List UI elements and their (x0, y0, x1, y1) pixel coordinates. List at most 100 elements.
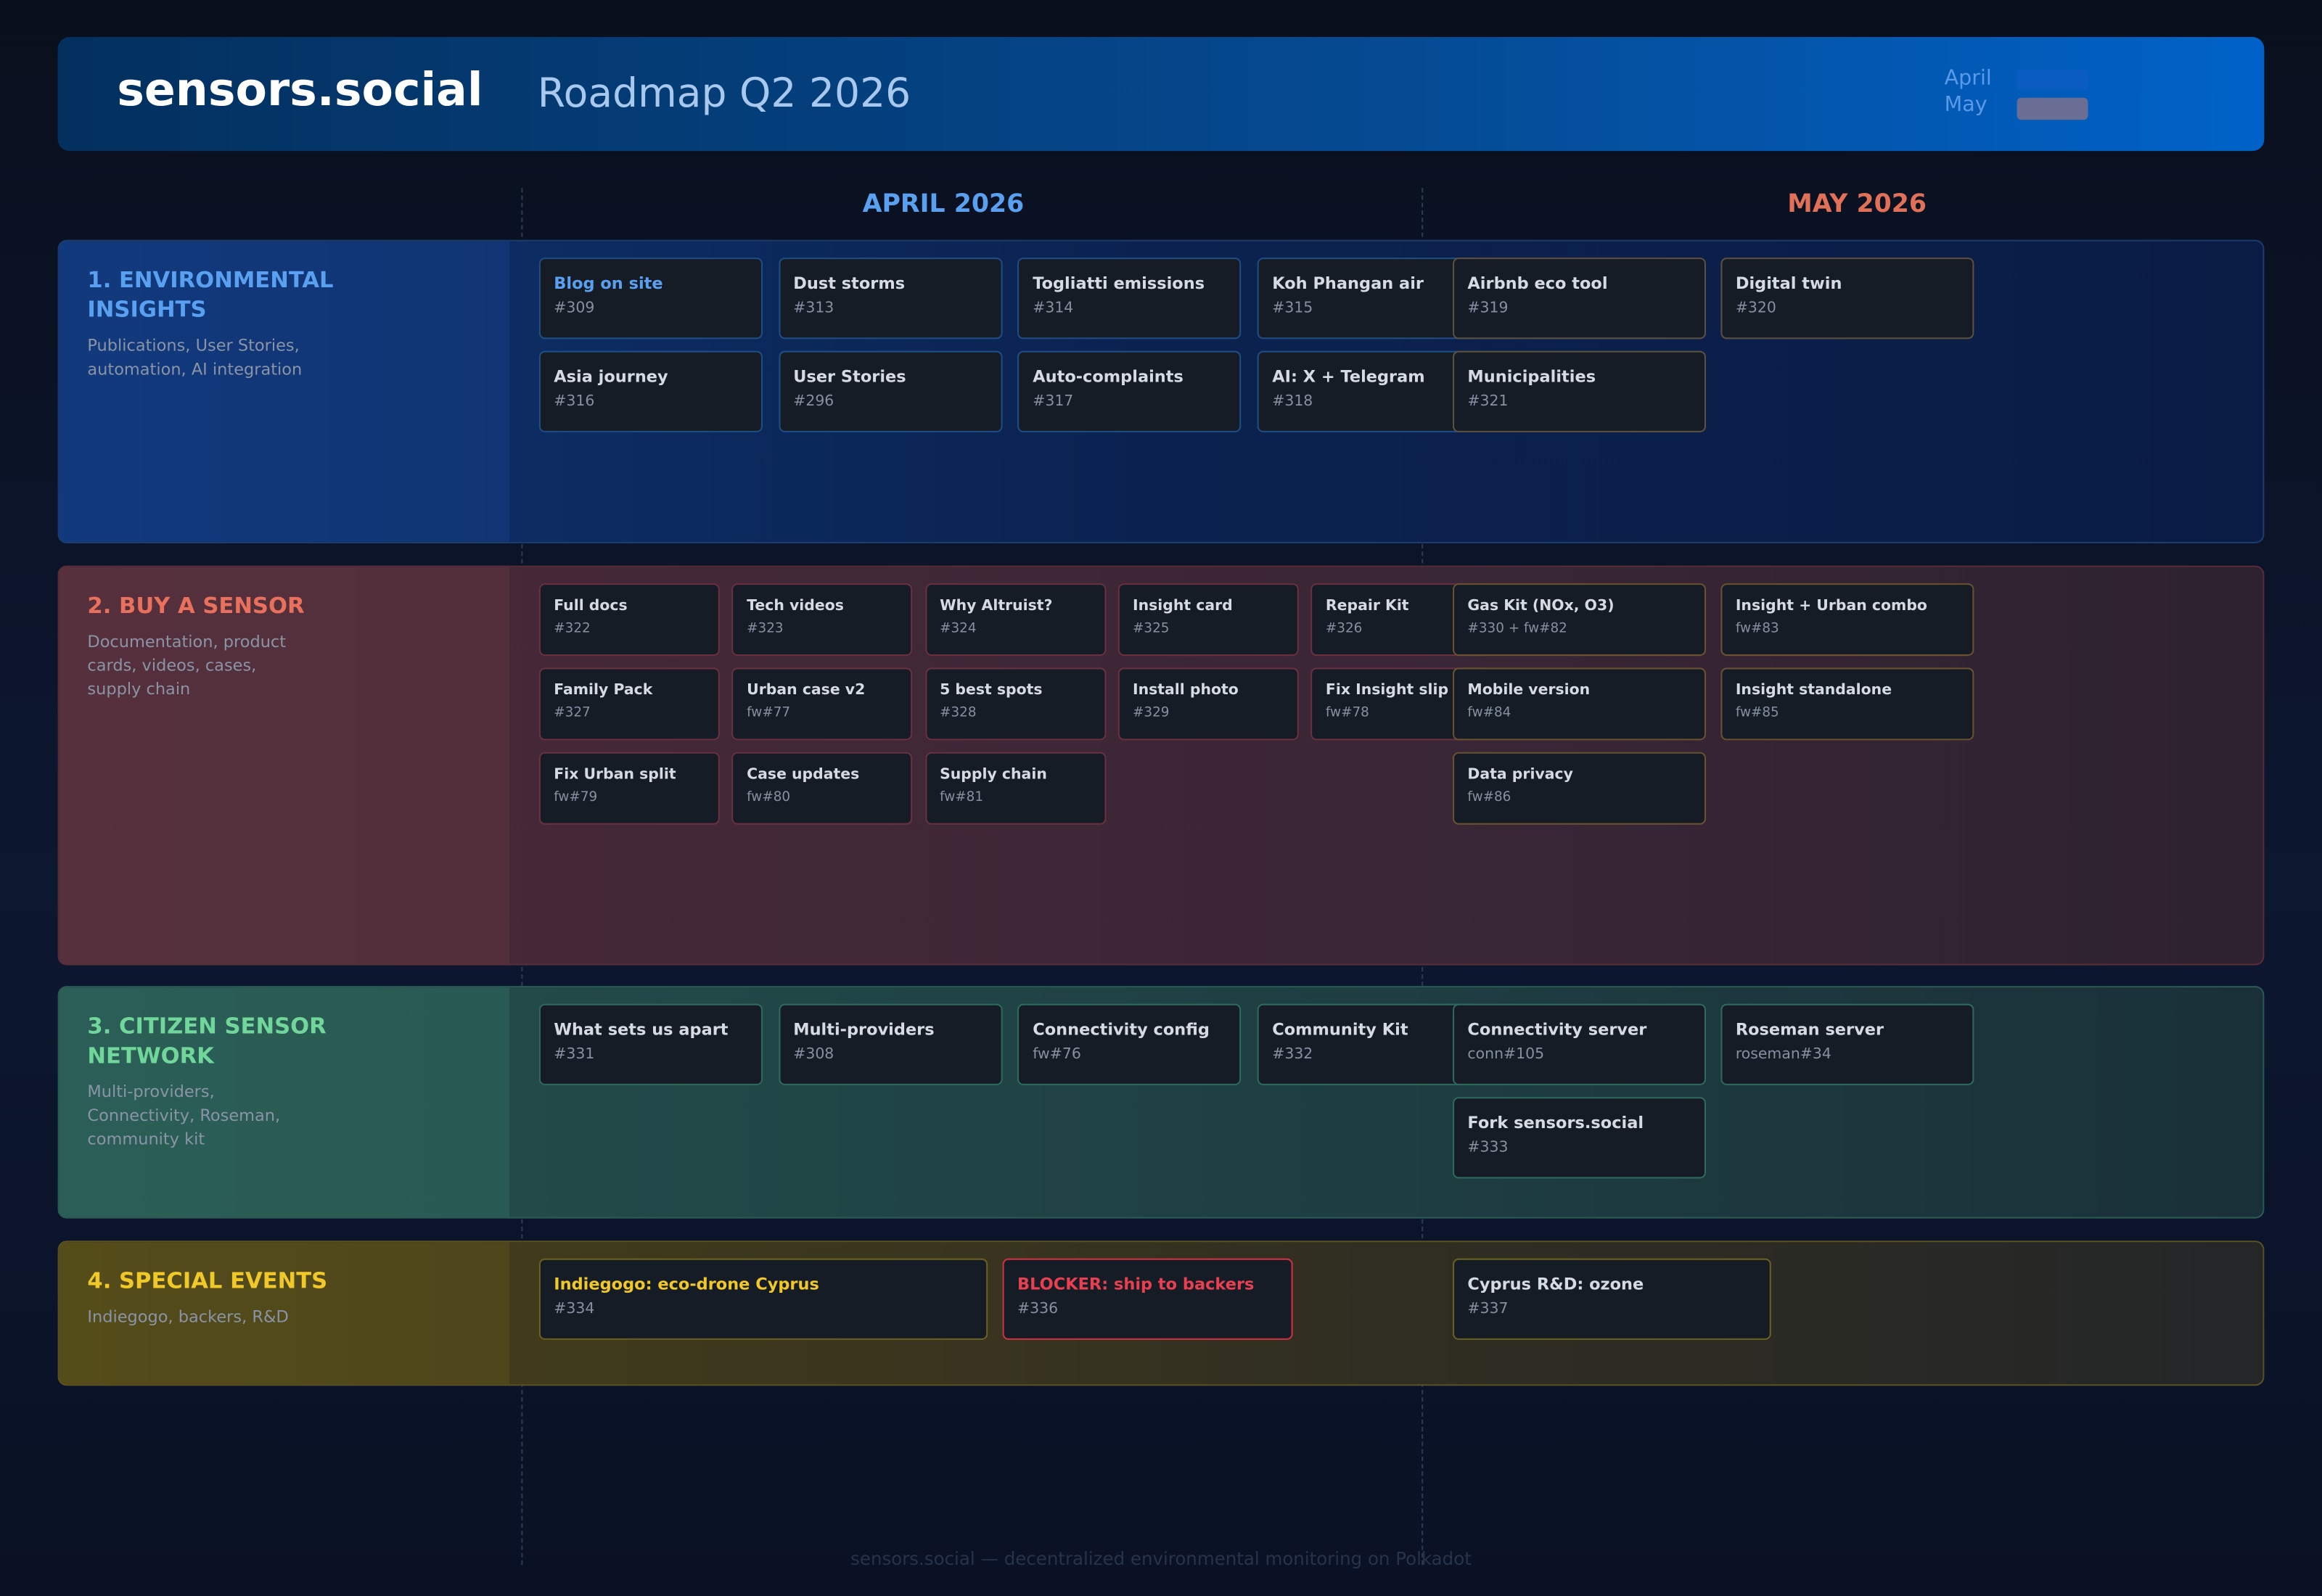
card-id: fw#86 (1467, 790, 1511, 806)
card-title: Asia journey (554, 367, 668, 387)
task-card[interactable]: Roseman server roseman#34 (1720, 1003, 1974, 1085)
task-card[interactable]: Case updates fw#80 (731, 752, 913, 825)
card-id: conn#105 (1467, 1046, 1545, 1064)
task-card[interactable]: Gas Kit (NOx, O3) #330 + fw#82 (1453, 583, 1707, 657)
lane-description: Indiegogo, backers, R&D (87, 1307, 289, 1327)
task-card[interactable]: Fix Urban split fw#79 (538, 752, 720, 825)
task-card[interactable]: Multi-providers #308 (778, 1003, 1002, 1085)
card-id: fw#84 (1467, 706, 1511, 721)
card-id: #313 (793, 300, 834, 317)
task-card[interactable]: Tech videos #323 (731, 583, 913, 657)
task-card[interactable]: Why Altruist? #324 (924, 583, 1106, 657)
task-card[interactable]: Connectivity config fw#76 (1017, 1003, 1242, 1085)
card-id: #325 (1132, 622, 1170, 637)
lane-title: 4. SPECIAL EVENTS (87, 1267, 328, 1294)
task-card[interactable]: What sets us apart #331 (538, 1003, 763, 1085)
task-card[interactable]: Family Pack #327 (538, 667, 720, 741)
card-title: Case updates (747, 767, 860, 783)
card-title: Multi-providers (793, 1020, 935, 1040)
task-card[interactable]: Install photo #329 (1117, 667, 1299, 741)
brand: sensors.social (117, 63, 483, 118)
swimlane: 4. SPECIAL EVENTS Indiegogo, backers, R&D… (57, 1241, 2265, 1386)
task-card[interactable]: Togliatti emissions #314 (1017, 258, 1242, 340)
card-title: Full docs (554, 598, 628, 614)
card-id: #316 (554, 393, 595, 411)
task-card[interactable]: BLOCKER: ship to backers #336 (1002, 1258, 1293, 1340)
card-title: Connectivity server (1467, 1020, 1647, 1040)
card-id: #318 (1272, 393, 1313, 411)
card-title: Cyprus R&D: ozone (1467, 1275, 1644, 1294)
card-id: roseman#34 (1735, 1046, 1831, 1064)
task-card[interactable]: Community Kit #332 (1257, 1003, 1481, 1085)
swimlane: 3. CITIZEN SENSOR NETWORK Multi-providers… (57, 986, 2265, 1219)
task-card[interactable]: Data privacy fw#86 (1453, 752, 1707, 825)
card-id: #330 + fw#82 (1467, 622, 1567, 637)
legend-label: April (1944, 66, 1992, 91)
card-title: Data privacy (1467, 767, 1573, 783)
task-card[interactable]: Full docs #322 (538, 583, 720, 657)
task-card[interactable]: Connectivity server conn#105 (1453, 1003, 1707, 1085)
card-id: #309 (554, 300, 595, 317)
card-id: fw#78 (1325, 706, 1369, 721)
card-id: #337 (1467, 1301, 1509, 1318)
lane-description: Publications, User Stories, automation, … (87, 336, 303, 379)
task-card[interactable]: Cyprus R&D: ozone #337 (1453, 1258, 1771, 1340)
card-id: #323 (747, 622, 784, 637)
card-title: Municipalities (1467, 367, 1596, 387)
task-card[interactable]: Insight standalone fw#85 (1720, 667, 1974, 741)
task-card[interactable]: Blog on site #309 (538, 258, 763, 340)
card-title: Insight standalone (1735, 682, 1892, 699)
legend-swatch (2017, 69, 2088, 91)
month-label: MAY 2026 (1787, 189, 1927, 220)
lane-description: Multi-providers, Connectivity, Roseman, … (87, 1082, 281, 1149)
task-card[interactable]: Dust storms #313 (778, 258, 1002, 340)
card-title: Fix Urban split (554, 767, 676, 783)
card-title: Dust storms (793, 273, 906, 294)
task-card[interactable]: Digital twin #320 (1720, 258, 1974, 340)
task-card[interactable]: User Stories #296 (778, 350, 1002, 432)
task-card[interactable]: Urban case v2 fw#77 (731, 667, 913, 741)
lane-title: 1. ENVIRONMENTAL INSIGHTS (87, 266, 334, 323)
card-title: Auto-complaints (1033, 367, 1183, 387)
card-title: AI: X + Telegram (1272, 367, 1425, 387)
card-title: Repair Kit (1325, 598, 1409, 614)
swimlane: 1. ENVIRONMENTAL INSIGHTS Publications, U… (57, 239, 2265, 543)
task-card[interactable]: Supply chain fw#81 (924, 752, 1106, 825)
footer: sensors.social — decentralized environme… (850, 1548, 1472, 1570)
card-id: #332 (1272, 1046, 1313, 1064)
lane-panel (59, 987, 510, 1217)
card-id: #326 (1325, 622, 1363, 637)
card-title: Mobile version (1467, 682, 1591, 699)
card-title: BLOCKER: ship to backers (1017, 1275, 1255, 1294)
swimlane: 2. BUY A SENSOR Documentation, product ca… (57, 565, 2265, 966)
card-title: Urban case v2 (747, 682, 866, 699)
card-title: Install photo (1132, 682, 1239, 699)
task-card[interactable]: Fork sensors.social #333 (1453, 1097, 1707, 1179)
task-card[interactable]: Koh Phangan air #315 (1257, 258, 1481, 340)
lane-title: 3. CITIZEN SENSOR NETWORK (87, 1012, 327, 1069)
lane-description: Documentation, product cards, videos, ca… (87, 632, 287, 699)
lane-panel (59, 567, 510, 964)
task-card[interactable]: AI: X + Telegram #318 (1257, 350, 1481, 432)
card-id: fw#83 (1735, 622, 1779, 637)
card-title: Togliatti emissions (1033, 273, 1205, 294)
task-card[interactable]: 5 best spots #328 (924, 667, 1106, 741)
card-id: fw#81 (940, 790, 984, 806)
task-card[interactable]: Mobile version fw#84 (1453, 667, 1707, 741)
task-card[interactable]: Auto-complaints #317 (1017, 350, 1242, 432)
card-title: Koh Phangan air (1272, 273, 1424, 294)
card-id: fw#85 (1735, 706, 1779, 721)
card-id: #314 (1033, 300, 1074, 317)
card-title: Roseman server (1735, 1020, 1884, 1040)
card-title: What sets us apart (554, 1020, 729, 1040)
lane-title: 2. BUY A SENSOR (87, 592, 305, 620)
task-card[interactable]: Insight + Urban combo fw#83 (1720, 583, 1974, 657)
task-card[interactable]: Municipalities #321 (1453, 350, 1707, 432)
task-card[interactable]: Asia journey #316 (538, 350, 763, 432)
task-card[interactable]: Insight card #325 (1117, 583, 1299, 657)
card-title: Why Altruist? (940, 598, 1053, 614)
task-card[interactable]: Indiegogo: eco-drone Cyprus #334 (538, 1258, 988, 1340)
card-title: Fork sensors.social (1467, 1113, 1644, 1133)
card-title: Community Kit (1272, 1020, 1408, 1040)
task-card[interactable]: Airbnb eco tool #319 (1453, 258, 1707, 340)
